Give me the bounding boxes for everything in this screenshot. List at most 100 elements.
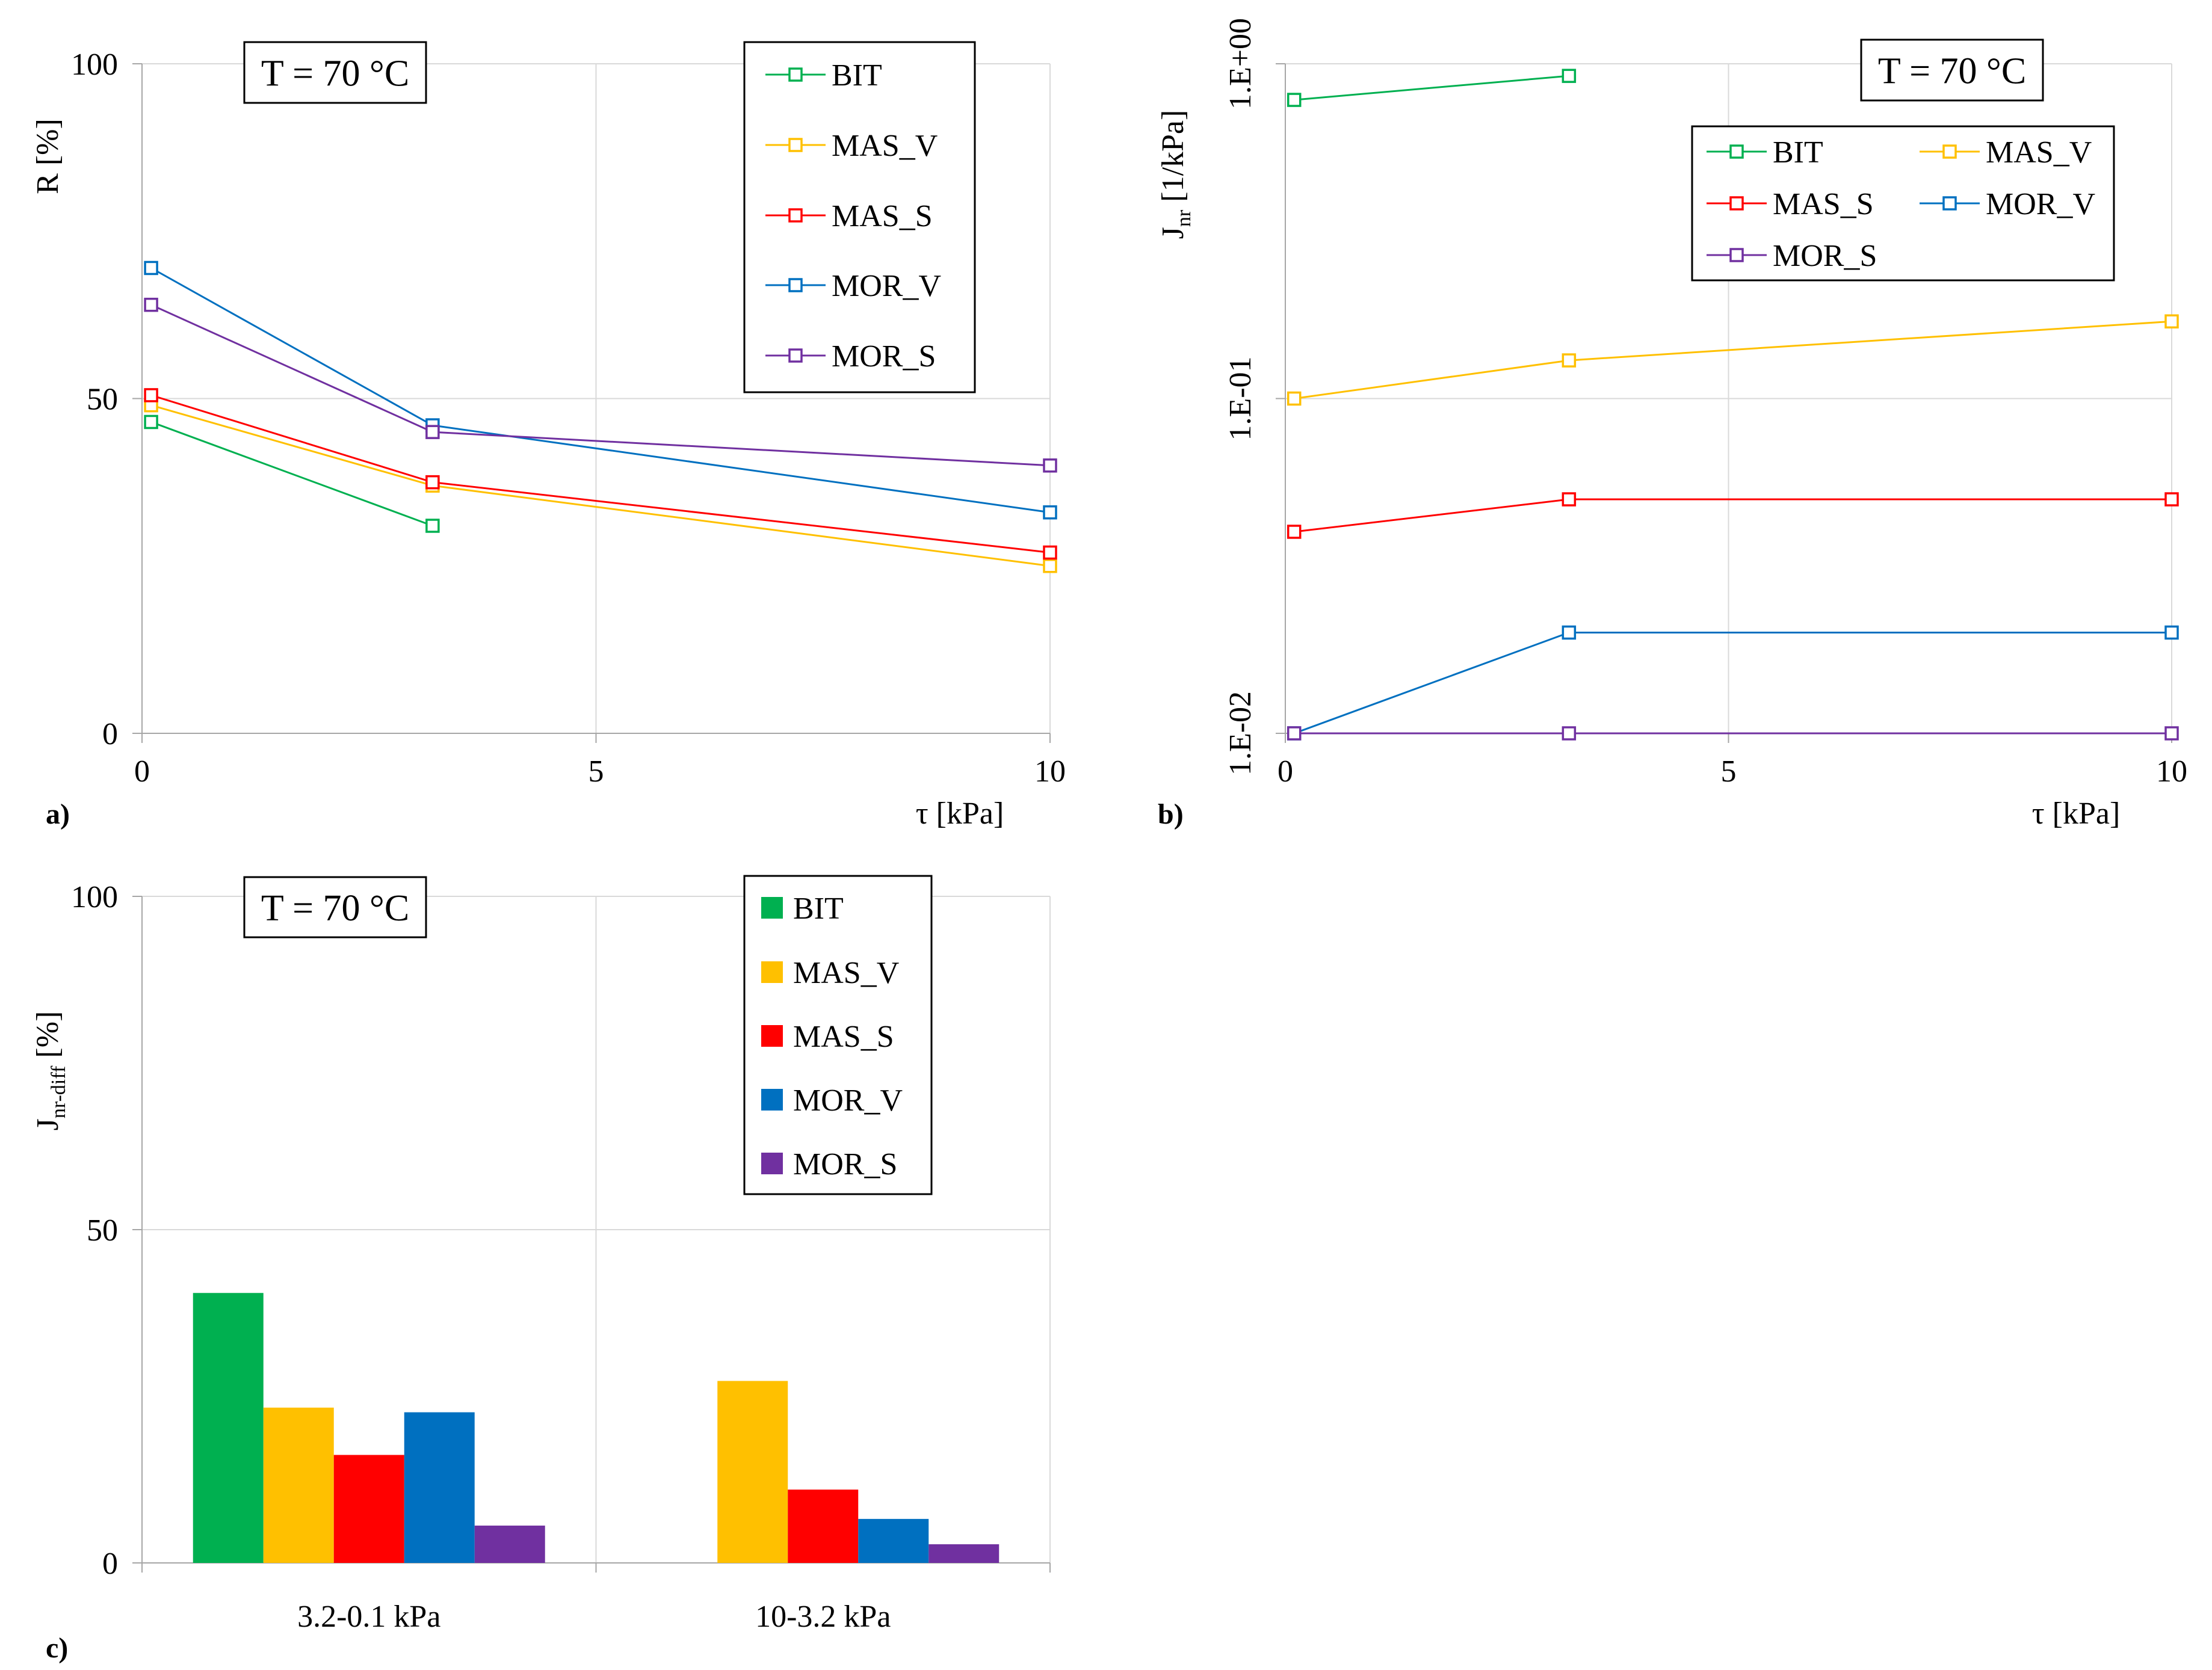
x-tick-label: 10 [1034,754,1066,789]
y-tick-label: 1.E-01 [1223,356,1258,440]
legend [743,41,976,393]
data-point [144,260,158,276]
annotation-box [1860,39,2044,102]
legend-marker [1942,144,1957,159]
data-point [1287,525,1302,539]
y-tick-label: 0 [102,717,118,751]
category-label: 3.2-0.1 kPa [297,1600,440,1634]
y-tick-label: 50 [87,1213,118,1248]
legend-label: MOR_V [1986,187,2095,221]
series-line-BIT [1294,75,1569,101]
y-tick-label: 100 [71,880,118,914]
y-axis-title: Jnr [1/kPa] [1156,110,1195,239]
data-point [2164,726,2179,741]
legend-swatch [761,961,783,983]
data-point [425,519,440,533]
legend-marker [788,348,803,363]
legend-label: MOR_S [1773,239,1877,273]
y-tick-label: 1.E+00 [1223,18,1258,109]
series-line-MAS_V [1294,320,2172,399]
annotation-text: T = 70 °C [261,54,409,94]
legend-label: BIT [832,58,882,93]
series-MOR_V [1287,625,2179,741]
x-tick-label: 0 [1277,754,1293,789]
bar-MOR_S [474,1525,545,1563]
panel-label: c) [46,1632,68,1664]
data-point [1562,353,1577,368]
legend-label: MOR_S [793,1147,897,1182]
data-point [1043,545,1057,560]
data-point [425,475,440,490]
legend-label: BIT [793,892,844,926]
legend-label: MAS_V [793,956,899,990]
legend-label: MAS_S [1773,187,1874,221]
bar-MAS_V [263,1407,334,1563]
annotation-box [243,876,427,938]
data-point [2164,492,2179,507]
legend-label: MOR_V [793,1083,903,1118]
data-point [1287,726,1302,741]
series-BIT [1287,69,1577,107]
data-point [144,414,158,430]
series-line-MAS_V [150,404,1051,567]
legend-marker [788,138,803,152]
legend-label: MAS_V [1986,135,2092,170]
y-axis-title-main: J [31,1118,65,1130]
series-MAS_S [144,388,1057,560]
annotation-text: T = 70 °C [261,888,409,929]
data-point [1043,559,1057,573]
annotation-box [243,41,427,104]
data-point [425,425,440,439]
legend-label: MAS_S [793,1020,894,1054]
legend-marker [1942,196,1957,211]
bar-MOR_V [858,1518,929,1563]
data-point [1287,93,1302,107]
y-tick-label: 1.E-02 [1223,691,1258,775]
legend-label: MOR_V [832,269,941,303]
y-tick-label: 50 [87,383,118,417]
bar-MAS_S [333,1455,404,1563]
series-BIT [144,414,440,533]
bar-MAS_V [717,1381,788,1563]
x-tick-label: 5 [589,754,604,789]
y-axis-title-sub: nr-diff [48,1065,70,1118]
series-MAS_V [144,398,1057,573]
legend-marker [788,278,803,292]
legend-marker [1729,144,1744,159]
series-line-MAS_S [1294,498,2172,533]
bar-MAS_S [788,1490,859,1563]
bar-MOR_S [928,1544,999,1563]
data-point [144,388,158,402]
y-tick-label: 100 [71,48,118,82]
panel-label: a) [46,798,70,830]
chart-c: 0 50 100 3.2-0.1 kPa 10-3.2 kPa Jnr-diff [%] c… [31,875,1051,1664]
legend-label: MOR_S [832,339,936,374]
legend-label: MAS_S [832,199,933,233]
y-axis-title-sub: nr [1173,209,1195,227]
y-axis-title-main: J [1156,227,1190,239]
data-point [1562,492,1577,507]
bar-MOR_V [404,1412,475,1563]
y-tick-label: 0 [102,1547,118,1581]
y-axis-title-unit: [%] [31,1011,65,1066]
data-point [1043,505,1057,520]
series-line-MAS_S [150,394,1051,553]
bar-BIT [193,1293,264,1563]
legend-swatch [761,1025,783,1047]
x-axis-title: τ [kPa] [916,796,1004,831]
x-axis-title: τ [kPa] [2032,796,2121,831]
y-axis-title: Jnr-diff [%] [31,1011,70,1131]
legend-swatch [761,897,783,919]
data-point [1287,391,1302,406]
legend-marker [1729,248,1744,262]
category-label: 10-3.2 kPa [755,1600,891,1634]
legend-marker [788,208,803,223]
legend-marker [788,67,803,82]
annotation-text: T = 70 °C [1878,51,2026,92]
chart-b: 0 5 10 1.E-02 1.E-01 1.E+00 τ [kPa] Jnr [1/kPa]… [1156,18,2187,831]
y-axis-title: R [%] [31,119,65,194]
series-MAS_S [1287,492,2179,539]
x-tick-label: 5 [1721,754,1737,789]
